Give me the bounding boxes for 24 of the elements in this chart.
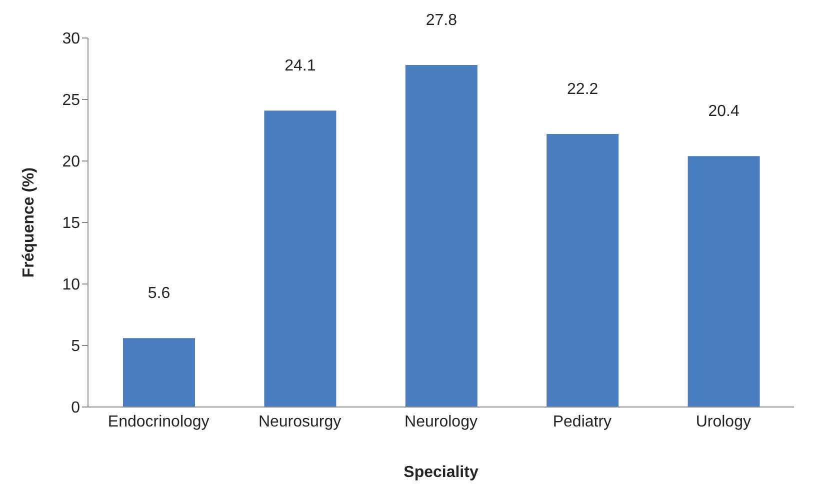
x-tick-label: Neurology xyxy=(404,413,478,430)
y-tick-label: 30 xyxy=(62,30,80,48)
data-label: 20.4 xyxy=(708,103,740,120)
bar xyxy=(688,156,760,407)
data-label: 22.2 xyxy=(567,80,598,98)
y-tick-label: 15 xyxy=(62,215,80,232)
y-tick-label: 0 xyxy=(71,400,80,417)
x-tick-label: Pediatry xyxy=(552,413,612,430)
data-label: 5.6 xyxy=(148,285,170,302)
y-tick-label: 25 xyxy=(62,92,80,110)
bar xyxy=(123,338,195,407)
x-axis-title: Speciality xyxy=(404,464,478,481)
x-tick-label: Urology xyxy=(696,413,751,430)
bar xyxy=(264,110,336,407)
bar xyxy=(405,65,478,407)
y-tick-label: 20 xyxy=(62,154,80,171)
data-label: 27.8 xyxy=(426,12,458,30)
y-tick-label: 5 xyxy=(71,338,80,356)
y-axis-title: Fréquence (%) xyxy=(20,167,38,278)
bar xyxy=(546,134,619,407)
data-label: 24.1 xyxy=(284,58,316,75)
x-tick-label: Endocrinology xyxy=(108,413,210,430)
y-tick-label: 10 xyxy=(62,276,80,294)
x-tick-label: Neurosurgy xyxy=(258,413,342,430)
